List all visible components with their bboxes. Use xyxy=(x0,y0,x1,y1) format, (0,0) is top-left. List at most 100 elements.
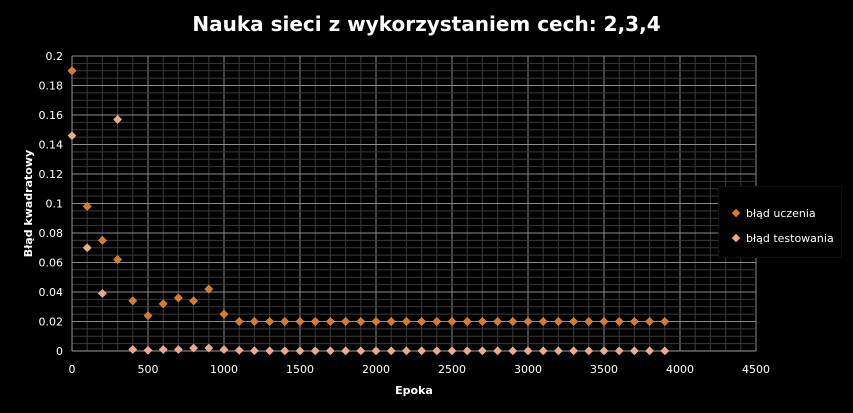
legend-item-training: błąd uczenia xyxy=(731,207,816,220)
data-point-marker xyxy=(295,346,305,356)
data-point-marker xyxy=(158,345,168,355)
data-point-marker xyxy=(523,317,533,326)
data-point-marker xyxy=(432,346,442,356)
data-point-marker xyxy=(599,346,609,356)
data-point-marker xyxy=(538,317,548,326)
x-tick-label: 0 xyxy=(69,363,76,376)
y-tick-label: 0.08 xyxy=(39,227,64,240)
data-point-marker xyxy=(341,317,351,326)
data-point-marker xyxy=(599,317,609,326)
data-point-marker xyxy=(584,346,594,356)
data-point-marker xyxy=(386,317,396,326)
data-point-marker xyxy=(82,243,92,253)
data-point-marker xyxy=(280,346,290,356)
data-point-marker xyxy=(401,317,411,326)
data-point-marker xyxy=(356,317,366,326)
data-point-marker xyxy=(371,346,381,356)
x-tick-label: 2000 xyxy=(362,363,390,376)
data-point-marker xyxy=(614,346,624,356)
data-point-marker xyxy=(158,299,168,309)
data-point-marker xyxy=(67,131,77,141)
data-point-marker xyxy=(173,345,183,355)
data-point-marker xyxy=(67,66,77,76)
data-point-marker xyxy=(629,346,639,356)
x-tick-label: 4500 xyxy=(742,363,770,376)
data-point-marker xyxy=(523,346,533,356)
data-point-marker xyxy=(234,345,244,355)
data-point-marker xyxy=(204,343,214,353)
data-point-marker xyxy=(310,317,320,326)
data-point-marker xyxy=(113,255,123,265)
legend-item-testing: błąd testowania xyxy=(731,232,834,245)
data-point-marker xyxy=(310,346,320,356)
data-point-marker xyxy=(234,317,244,326)
legend-label: błąd testowania xyxy=(746,232,834,245)
gridlines xyxy=(71,55,757,352)
data-point-marker xyxy=(82,201,92,211)
data-point-marker xyxy=(569,346,579,356)
series-1 xyxy=(67,114,670,356)
chart-title: Nauka sieci z wykorzystaniem cech: 2,3,4 xyxy=(192,12,661,36)
y-tick-label: 0.14 xyxy=(39,139,64,152)
data-point-marker xyxy=(508,346,518,356)
data-point-marker xyxy=(265,346,275,356)
data-point-marker xyxy=(97,288,107,298)
data-point-marker xyxy=(249,317,259,326)
x-axis-title: Epoka xyxy=(395,384,433,397)
data-point-marker xyxy=(204,284,214,294)
data-point-marker xyxy=(356,346,366,356)
data-point-marker xyxy=(553,317,563,326)
axes xyxy=(71,56,756,352)
data-point-marker xyxy=(417,317,427,326)
data-point-marker xyxy=(97,235,107,245)
data-point-marker xyxy=(295,317,305,326)
y-tick-label: 0.18 xyxy=(39,80,64,93)
legend-marker-icon xyxy=(731,233,741,243)
data-point-marker xyxy=(113,114,123,124)
x-tick-label: 500 xyxy=(138,363,159,376)
data-point-marker xyxy=(325,346,335,356)
data-point-marker xyxy=(493,346,503,356)
legend: błąd uczenia błąd testowania xyxy=(718,186,842,258)
data-point-marker xyxy=(189,296,199,306)
data-series xyxy=(67,66,670,356)
data-point-marker xyxy=(538,346,548,356)
y-tick-label: 0.2 xyxy=(46,50,64,63)
data-point-marker xyxy=(553,346,563,356)
data-point-marker xyxy=(569,317,579,326)
data-point-marker xyxy=(371,317,381,326)
x-tick-label: 4000 xyxy=(666,363,694,376)
y-tick-label: 0 xyxy=(56,345,63,358)
data-point-marker xyxy=(128,345,138,355)
data-point-marker xyxy=(447,317,457,326)
data-point-marker xyxy=(614,317,624,326)
data-point-marker xyxy=(325,317,335,326)
data-point-marker xyxy=(629,317,639,326)
data-point-marker xyxy=(189,343,199,353)
x-tick-label: 2500 xyxy=(438,363,466,376)
data-point-marker xyxy=(660,346,670,356)
y-tick-label: 0.16 xyxy=(39,109,64,122)
y-tick-label: 0.04 xyxy=(39,286,64,299)
x-tick-label: 3500 xyxy=(590,363,618,376)
data-point-marker xyxy=(143,311,153,321)
data-point-marker xyxy=(447,346,457,356)
data-point-marker xyxy=(417,346,427,356)
data-point-marker xyxy=(462,317,472,326)
x-tick-label: 1500 xyxy=(286,363,314,376)
series-0 xyxy=(67,66,670,326)
data-point-marker xyxy=(386,346,396,356)
x-tick-label: 3000 xyxy=(514,363,542,376)
data-point-marker xyxy=(584,317,594,326)
y-tick-label: 0.12 xyxy=(39,168,64,181)
data-point-marker xyxy=(341,346,351,356)
x-tick-label: 1000 xyxy=(210,363,238,376)
data-point-marker xyxy=(143,345,153,355)
data-point-marker xyxy=(645,346,655,356)
data-point-marker xyxy=(219,345,229,355)
y-tick-label: 0.1 xyxy=(46,198,64,211)
data-point-marker xyxy=(493,317,503,326)
data-point-marker xyxy=(280,317,290,326)
data-point-marker xyxy=(477,346,487,356)
